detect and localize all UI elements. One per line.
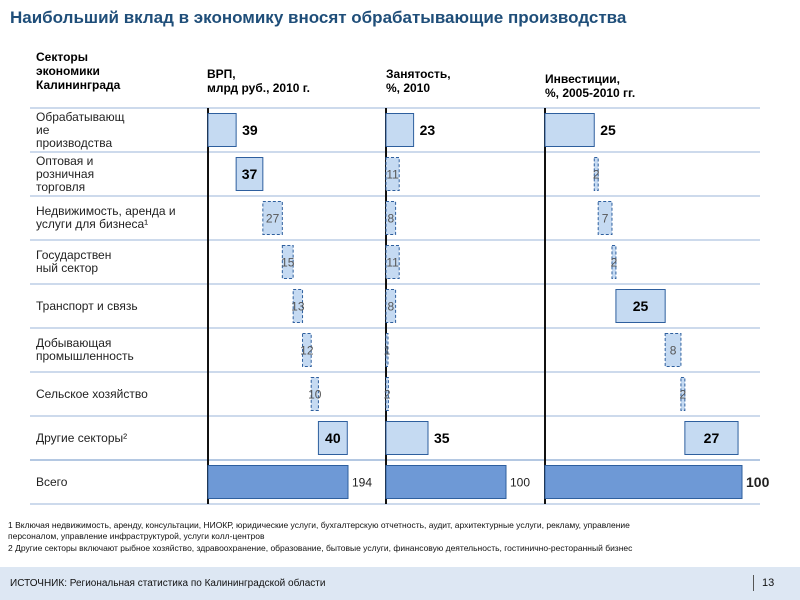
- header-grp: ВРП, млрд руб., 2010 г.: [207, 67, 310, 95]
- value-label-investment-1: 2: [593, 167, 600, 181]
- bar-grp-6: [310, 377, 319, 411]
- bar-employment-0: [385, 113, 415, 147]
- bar-employment-5: [385, 333, 389, 367]
- bar-investment-8: [544, 465, 743, 499]
- bar-grp-7: [317, 421, 348, 455]
- value-label-employment-1: 11: [386, 167, 399, 181]
- value-label-grp-5: 12: [300, 343, 314, 357]
- row-label-0: Обрабатывающ ие производства: [36, 109, 125, 150]
- value-label-investment-2: 7: [602, 211, 609, 225]
- page-number: 13: [762, 577, 775, 589]
- value-label-investment-6: 2: [680, 387, 687, 401]
- bar-investment-2: [597, 201, 613, 235]
- bar-investment-6: [680, 377, 686, 411]
- bar-grp-8: [207, 465, 349, 499]
- value-label-grp-4: 13: [291, 299, 305, 313]
- value-label-investment-3: 2: [611, 255, 618, 269]
- value-label-employment-6: 2: [384, 387, 391, 401]
- value-label-employment-2: 8: [387, 211, 394, 225]
- row-label-6: Сельское хозяйство: [36, 386, 148, 401]
- row-label-2: Недвижимость, аренда и услуги для бизнес…: [36, 204, 176, 231]
- bar-grp-1: [235, 157, 264, 191]
- bar-investment-0: [544, 113, 595, 147]
- value-label-employment-5: 1: [384, 343, 391, 357]
- bar-employment-7: [385, 421, 429, 455]
- bar-employment-6: [385, 377, 389, 411]
- footnote-2: 2 Другие секторы включают рыбное хозяйст…: [8, 543, 633, 553]
- bar-grp-4: [292, 289, 304, 323]
- slide-title: Наибольший вклад в экономику вносят обра…: [10, 8, 627, 27]
- bar-grp-0: [207, 113, 237, 147]
- source-note: ИСТОЧНИК: Региональная статистика по Кал…: [10, 578, 326, 589]
- page-separator: [753, 575, 754, 591]
- bar-employment-1: [385, 157, 400, 191]
- header-investment: Инвестиции, %, 2005-2010 гг.: [545, 72, 636, 100]
- value-label-grp-8: 194: [352, 475, 372, 489]
- value-label-investment-5: 8: [670, 343, 677, 357]
- bar-investment-1: [593, 157, 599, 191]
- bar-employment-3: [385, 245, 400, 279]
- value-label-employment-3: 11: [386, 255, 399, 269]
- value-label-employment-0: 23: [420, 122, 436, 138]
- value-label-grp-2: 27: [266, 211, 280, 225]
- row-label-5: Добывающая промышленность: [36, 336, 134, 363]
- row-label-7: Другие секторы²: [36, 430, 128, 445]
- value-label-grp-6: 10: [308, 387, 322, 401]
- value-label-employment-4: 8: [387, 299, 394, 313]
- value-label-investment-0: 25: [600, 122, 616, 138]
- row-label-3: Государствен ный сектор: [36, 248, 112, 275]
- value-label-grp-1: 37: [242, 166, 258, 182]
- bar-investment-3: [611, 245, 617, 279]
- value-label-employment-7: 35: [434, 430, 450, 446]
- bar-employment-4: [385, 289, 397, 323]
- bar-grp-3: [281, 245, 294, 279]
- value-label-grp-7: 40: [325, 430, 341, 446]
- row-label-8: Всего: [36, 474, 68, 489]
- value-label-employment-8: 100: [510, 475, 530, 489]
- header-sectors: Секторы экономики Калининграда: [36, 50, 121, 92]
- bar-employment-8: [385, 465, 507, 499]
- footnote-1: 1 Включая недвижимость, аренду, консульт…: [8, 520, 630, 541]
- bar-investment-4: [615, 289, 666, 323]
- bar-employment-2: [385, 201, 397, 235]
- value-label-investment-8: 100: [746, 474, 770, 490]
- footer-bar: ИСТОЧНИК: Региональная статистика по Кал…: [0, 567, 800, 600]
- sector-chart: 3937271513121040194231181181235100252722…: [30, 107, 770, 505]
- header-employment: Занятость, %, 2010: [386, 67, 451, 95]
- bar-investment-7: [684, 421, 739, 455]
- bar-grp-5: [302, 333, 312, 367]
- value-label-grp-0: 39: [242, 122, 258, 138]
- value-label-grp-3: 15: [281, 255, 295, 269]
- row-label-1: Оптовая и розничная торговля: [36, 153, 95, 194]
- value-label-investment-7: 27: [704, 430, 720, 446]
- value-label-investment-4: 25: [633, 298, 649, 314]
- bar-grp-2: [262, 201, 283, 235]
- bar-investment-5: [664, 333, 682, 367]
- row-label-4: Транспорт и связь: [36, 298, 138, 313]
